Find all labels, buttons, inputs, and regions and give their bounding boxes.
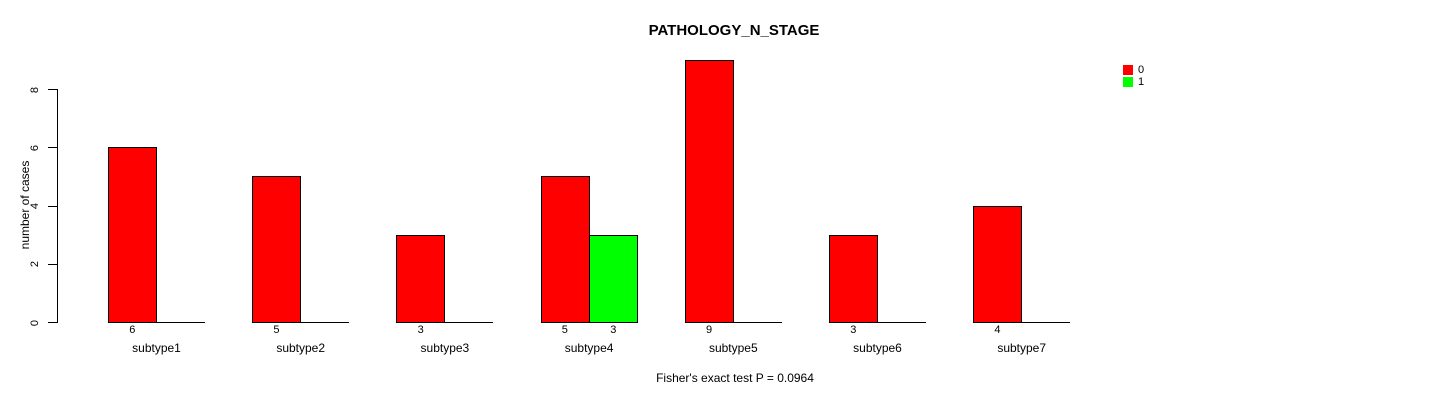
category-label: subtype2 [276,341,326,355]
y-tick [48,263,57,265]
y-tick-label: 0 [29,319,41,326]
stat-annotation: Fisher's exact test P = 0.0964 [656,371,814,385]
bar-value-label: 5 [273,324,280,336]
legend-item: 0 [1123,64,1144,75]
bar-value-label: 3 [850,324,857,336]
category-label: subtype3 [420,341,470,355]
bar-value-label: 9 [705,324,713,336]
legend-label: 0 [1138,63,1145,76]
chart-title: PATHOLOGY_N_STAGE [648,22,820,39]
y-tick [48,89,57,90]
category-label: subtype4 [564,341,614,355]
bar-series-0 [684,59,734,323]
bar-value-label: 5 [561,324,568,336]
legend-swatch-icon [1123,76,1133,87]
legend-label: 1 [1138,75,1145,88]
y-tick-label: 8 [29,86,41,93]
category-label: subtype5 [708,341,758,355]
bar-value-label: 6 [129,324,136,336]
bar-value-label: 3 [610,324,617,336]
bar-series-0 [396,234,446,323]
category-label: subtype6 [853,341,902,355]
category-label: subtype7 [997,341,1047,355]
y-tick-label: 4 [29,202,41,210]
legend-swatch-icon [1123,64,1133,75]
bar-value-label: 4 [994,324,1001,336]
y-axis-line [57,89,58,323]
bar-series-0 [973,205,1023,323]
y-tick-label: 6 [29,144,41,151]
category-label: subtype1 [132,341,181,355]
y-tick [48,322,57,323]
y-tick-label: 2 [29,261,41,268]
y-tick [48,205,57,207]
bar-series-0 [540,176,590,323]
y-tick [48,147,57,149]
bar-series-0 [108,147,157,323]
bar-value-label: 3 [417,324,424,336]
legend-item: 1 [1123,76,1144,87]
bar-series-0 [252,176,302,323]
bar-series-0 [829,234,878,323]
bar-series-1 [589,234,639,323]
